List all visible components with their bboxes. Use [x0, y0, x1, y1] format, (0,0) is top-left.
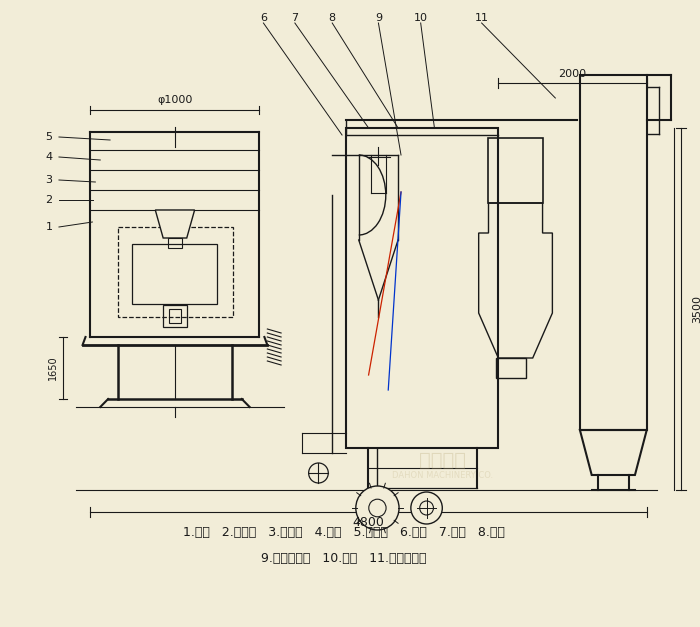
- Polygon shape: [155, 210, 195, 238]
- Text: DAHON MACHINERY CO.: DAHON MACHINERY CO.: [392, 470, 493, 480]
- Text: 7: 7: [291, 13, 298, 23]
- Text: 3: 3: [46, 175, 52, 185]
- Bar: [489, 138, 542, 203]
- Text: 3500: 3500: [692, 295, 700, 323]
- Text: 2000: 2000: [558, 69, 586, 79]
- Circle shape: [356, 486, 399, 530]
- Text: 大漢機械: 大漢機械: [419, 451, 466, 470]
- Bar: [163, 305, 187, 327]
- Bar: [169, 309, 181, 323]
- Text: 4: 4: [46, 152, 52, 162]
- Text: 4800: 4800: [353, 515, 384, 529]
- Text: 9: 9: [375, 13, 382, 23]
- Text: 6: 6: [260, 13, 267, 23]
- Text: 5: 5: [46, 132, 52, 142]
- Text: 10: 10: [414, 13, 428, 23]
- Text: 9.旋風分離器   10.支架   11.布袋除塵器: 9.旋風分離器 10.支架 11.布袋除塵器: [261, 552, 427, 564]
- Bar: [496, 358, 526, 378]
- Circle shape: [411, 492, 442, 524]
- Text: φ1000: φ1000: [158, 95, 192, 105]
- Bar: [168, 238, 182, 248]
- Bar: [346, 128, 498, 448]
- Text: 1650: 1650: [48, 356, 58, 381]
- Bar: [118, 227, 233, 317]
- Text: 2: 2: [46, 195, 52, 205]
- Text: 1.底座   2.回風道   3.激振器   4.篩網   5.進料斗   6.風機   7.絞龍   8.料倉: 1.底座 2.回風道 3.激振器 4.篩網 5.進料斗 6.風機 7.絞龍 8.…: [183, 525, 505, 539]
- Text: 1: 1: [46, 222, 52, 232]
- Bar: [132, 244, 217, 304]
- Text: 11: 11: [475, 13, 489, 23]
- Text: 8: 8: [329, 13, 336, 23]
- Bar: [580, 75, 647, 430]
- Circle shape: [309, 463, 328, 483]
